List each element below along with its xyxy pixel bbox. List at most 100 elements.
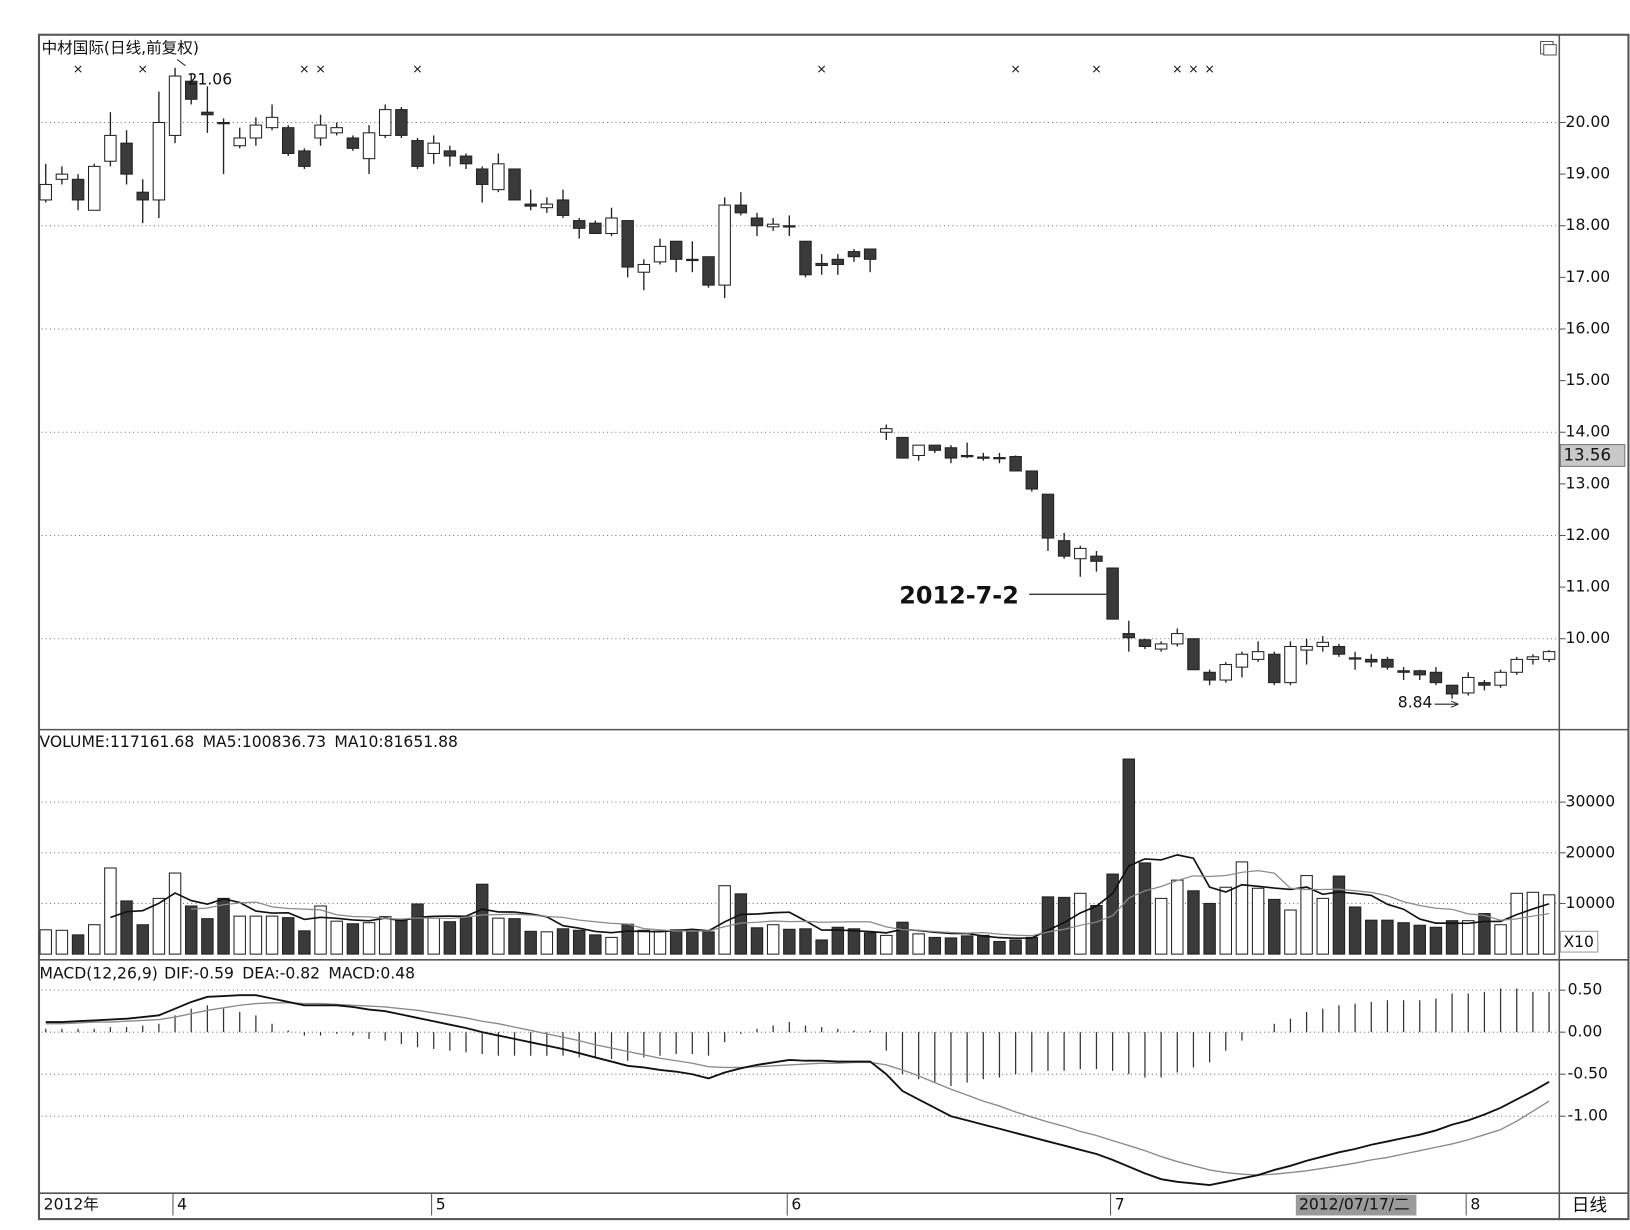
info-marker: ×	[816, 61, 826, 76]
candle-body	[314, 124, 327, 139]
candle-body	[1348, 657, 1362, 660]
x-tick-label: 7	[1115, 1196, 1125, 1214]
legend-entry: VOLUME:117161.68	[40, 733, 195, 751]
volume-bar	[1413, 924, 1426, 955]
candle-body	[508, 168, 521, 201]
y-tick-label: 10000	[1566, 894, 1616, 912]
legend-entry: DIF:-0.59	[164, 964, 234, 982]
candle-body	[443, 150, 457, 157]
candle-body	[766, 223, 780, 228]
y-tick-label: 0.00	[1568, 1023, 1603, 1041]
candle-body	[702, 256, 715, 286]
annotation: 2012-7-2	[899, 581, 1019, 609]
y-tick-label: 12.00	[1566, 526, 1611, 544]
volume-bar	[977, 934, 990, 955]
candle-body	[71, 178, 85, 201]
volume-bar	[1494, 924, 1507, 955]
candle-body	[184, 80, 198, 100]
volume-bar	[540, 931, 554, 955]
candle-body	[1154, 643, 1168, 650]
volume-bar	[1478, 913, 1491, 955]
candle-body	[1526, 656, 1540, 660]
volume-bar	[912, 933, 925, 955]
volume-bar	[152, 897, 166, 955]
candle-body	[1365, 658, 1378, 663]
candle-body	[281, 127, 295, 155]
candle-body	[1413, 670, 1426, 676]
volume-bar	[475, 883, 489, 955]
candle-body	[298, 150, 311, 167]
x-tick-label: 5	[436, 1196, 446, 1214]
candle-body	[1429, 671, 1443, 684]
info-marker: ×	[138, 61, 148, 76]
low-arrow-head	[1450, 700, 1459, 708]
volume-bar	[1365, 919, 1378, 955]
volume-bar	[1057, 896, 1071, 955]
candle-body	[589, 222, 602, 235]
candle-body	[330, 127, 343, 134]
info-marker: ×	[1204, 61, 1214, 76]
volume-bar	[605, 936, 618, 955]
volume-bar	[378, 916, 392, 955]
volume-bar	[508, 918, 521, 955]
volume-bar	[1009, 939, 1022, 955]
high-label: 21.06	[188, 70, 233, 88]
candle-body	[1074, 547, 1087, 560]
candle-body	[734, 204, 748, 214]
info-marker: ×	[412, 61, 422, 76]
chart-title: 中材国际(日线,前复权)	[42, 39, 199, 57]
volume-bar	[653, 930, 667, 955]
volume-bar	[1397, 922, 1410, 955]
volume-bar	[330, 920, 343, 955]
candle-body	[346, 137, 360, 149]
y-tick-label: -0.50	[1568, 1065, 1608, 1083]
candle-body	[1219, 664, 1233, 681]
volume-bar	[1171, 879, 1184, 955]
candle-body	[572, 220, 586, 229]
candle-body	[1057, 540, 1071, 557]
volume-bar	[395, 919, 408, 955]
volume-bar	[1316, 897, 1330, 955]
volume-bar	[766, 924, 780, 955]
volume-bar	[55, 929, 69, 955]
candle-body	[556, 199, 570, 216]
volume-bar	[1381, 919, 1394, 955]
y-tick-label: -1.00	[1568, 1107, 1608, 1125]
candle-body	[249, 124, 263, 139]
candle-body	[395, 109, 408, 136]
x-tick-label: 8	[1470, 1196, 1480, 1214]
candle-body	[87, 165, 101, 211]
volume-bar	[1445, 920, 1459, 955]
candle-body	[217, 121, 230, 125]
info-marker: ×	[1172, 61, 1182, 76]
y-tick-label: 30000	[1566, 793, 1616, 811]
ma-line	[191, 870, 1550, 937]
candle-body	[718, 204, 731, 286]
volume-bar	[1332, 875, 1346, 955]
ma-line	[110, 854, 1550, 939]
volume-bar	[201, 918, 214, 955]
info-marker: ×	[315, 61, 325, 76]
volume-bar	[281, 917, 295, 955]
volume-bar	[783, 928, 796, 955]
candle-body	[621, 220, 634, 268]
candle-body	[1268, 653, 1281, 684]
volume-bar	[298, 930, 311, 955]
y-tick-label: 17.00	[1566, 268, 1611, 286]
unit-label: X10	[1563, 933, 1594, 951]
volume-bar	[669, 929, 683, 955]
volume-bar	[443, 921, 457, 955]
info-marker: ×	[1010, 61, 1020, 76]
volume-bar	[1187, 890, 1200, 955]
volume-bar	[1268, 898, 1281, 955]
candle-body	[475, 168, 489, 185]
candle-body	[136, 191, 149, 201]
candle-body	[233, 137, 246, 147]
info-marker: ×	[73, 61, 83, 76]
volume-bar	[1203, 902, 1216, 955]
volume-bar	[39, 929, 52, 955]
candle-body	[993, 457, 1006, 460]
candle-body	[960, 454, 974, 458]
candle-body	[1300, 645, 1313, 651]
